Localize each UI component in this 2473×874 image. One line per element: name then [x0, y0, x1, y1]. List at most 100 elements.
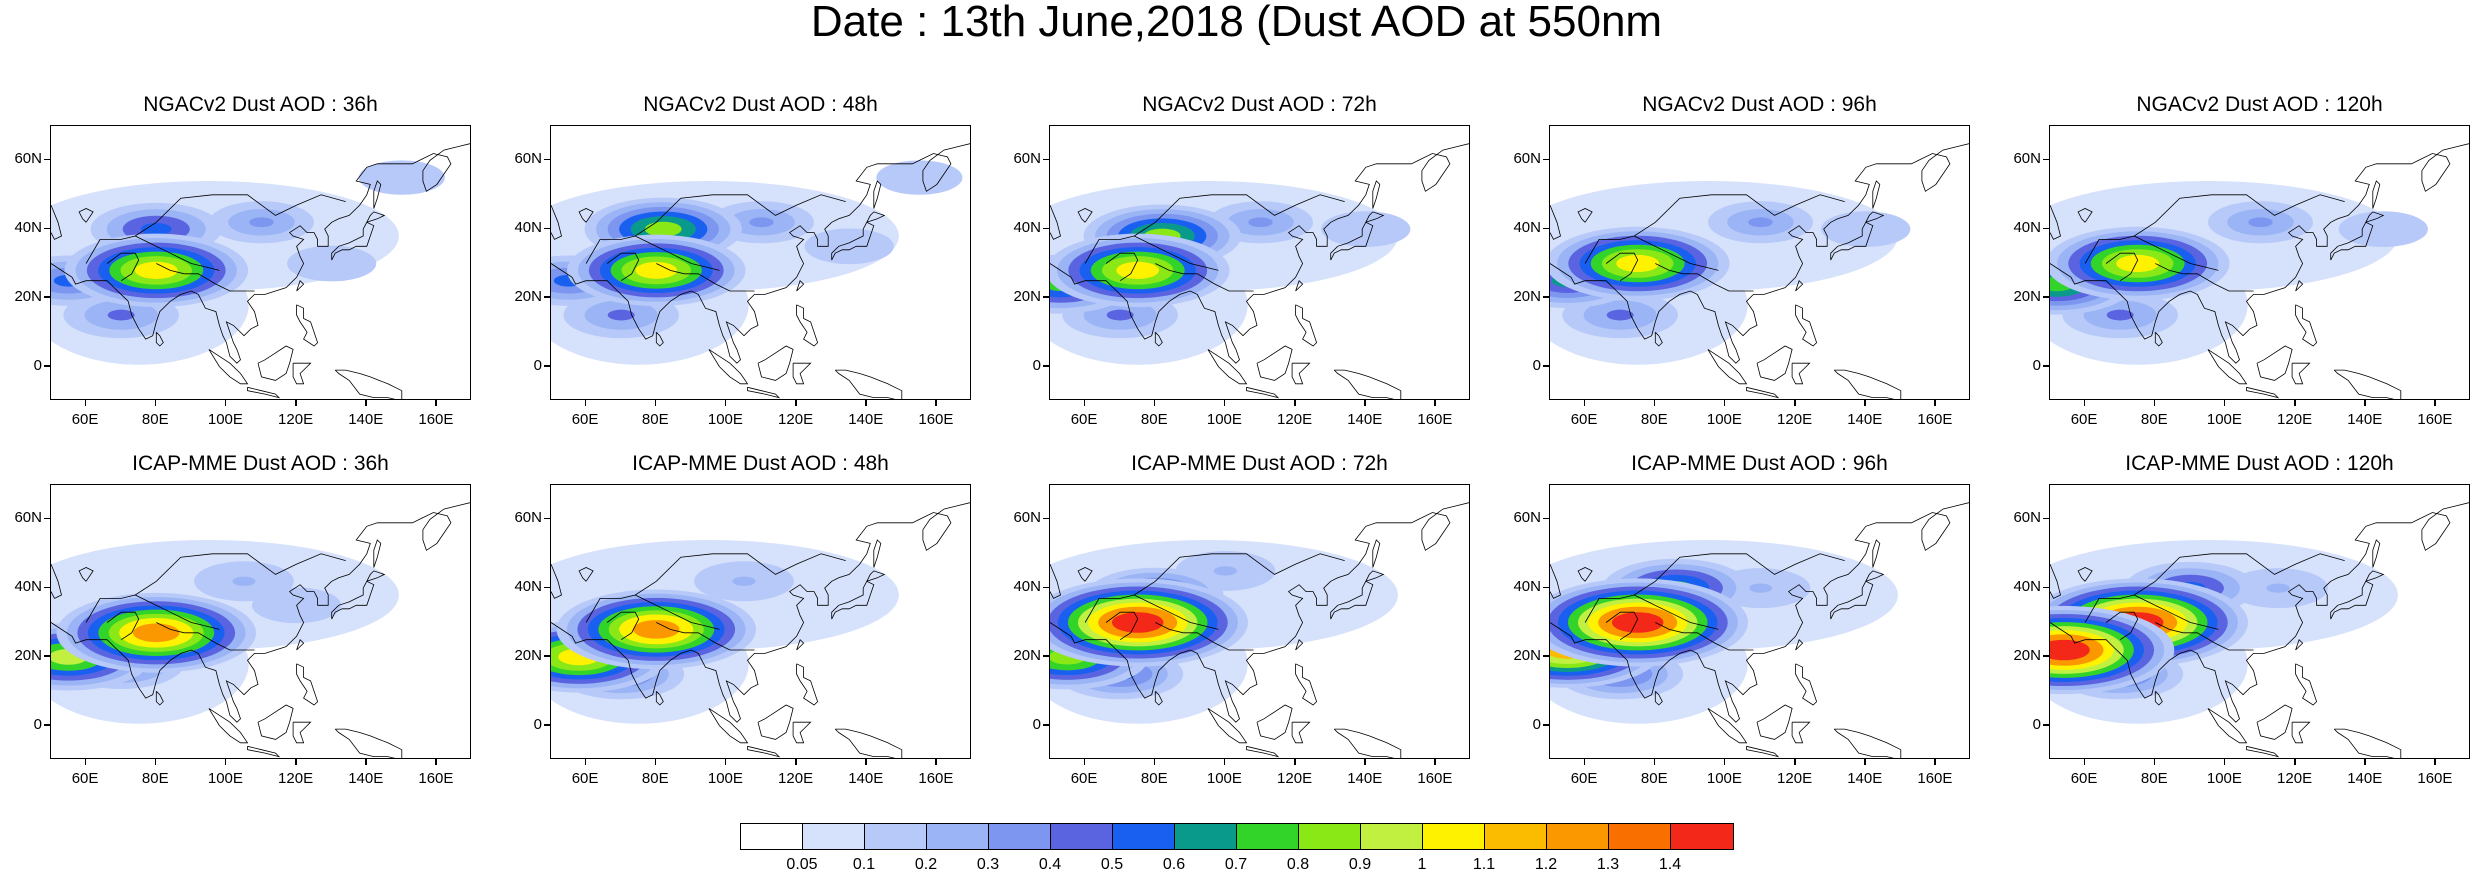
lon-tick-label: 160E	[418, 411, 454, 428]
coastline	[585, 194, 846, 264]
lat-tick-label: 0	[33, 715, 42, 733]
coastline	[257, 345, 294, 381]
lon-tick-label: 100E	[707, 411, 743, 428]
aod-field	[551, 540, 899, 724]
lon-tick-label: 80E	[2140, 770, 2168, 787]
coastline	[292, 362, 312, 385]
aod-plume-core	[909, 173, 930, 182]
coastline	[655, 691, 664, 706]
coastlines	[51, 502, 470, 758]
panel-title: ICAP-MME Dust AOD : 96h	[1631, 452, 1888, 475]
coastline	[51, 204, 62, 240]
coastline	[208, 708, 249, 744]
lon-tick	[2153, 400, 2156, 406]
lon-tick	[1434, 400, 1436, 406]
lon-tick	[1934, 400, 1936, 406]
lon-tick	[1794, 400, 1796, 406]
aod-field	[51, 540, 399, 724]
coastline	[1634, 235, 1719, 271]
coastline	[1050, 502, 1469, 723]
coastline	[2077, 208, 2093, 223]
lon-tick	[224, 400, 227, 406]
lon-tick-label: 60E	[71, 411, 99, 428]
aod-plume-core	[1248, 217, 1273, 228]
coastline	[1577, 567, 1593, 582]
aod-field	[2050, 181, 2428, 365]
coastline	[2333, 728, 2402, 758]
lon-tick-label: 160E	[1917, 770, 1953, 787]
map-panel	[1549, 484, 1970, 759]
colorbar-swatch	[1361, 824, 1423, 849]
coastline	[1830, 221, 1874, 261]
lat-tick	[2043, 227, 2049, 230]
lon-tick-label: 60E	[2070, 411, 2098, 428]
coastline	[585, 553, 846, 623]
lat-tick-label: 20N	[14, 287, 42, 305]
lat-tick	[44, 296, 50, 298]
colorbar-label: 0.3	[976, 856, 1000, 873]
lat-tick	[44, 158, 50, 161]
coastline	[296, 663, 319, 706]
coastline	[296, 638, 305, 651]
lat-tick	[44, 724, 50, 726]
lat-tick-label: 20N	[514, 287, 542, 305]
coastline	[331, 221, 375, 261]
lon-tick	[1083, 400, 1086, 406]
coastline	[2154, 332, 2163, 347]
coastline	[51, 563, 62, 599]
lat-tick	[2043, 586, 2049, 589]
colorbar-swatch	[741, 824, 803, 849]
lon-tick	[1934, 759, 1936, 765]
lon-tick	[1583, 759, 1586, 765]
coastline	[2207, 349, 2248, 385]
lon-tick	[1864, 400, 1866, 406]
coastline	[1791, 362, 1811, 385]
coastline	[1291, 721, 1311, 744]
lon-tick-label: 80E	[1640, 770, 1668, 787]
lon-tick	[2223, 759, 2226, 765]
lon-tick-label: 160E	[1417, 411, 1453, 428]
coastline	[1683, 273, 1754, 292]
lon-tick-label: 120E	[2277, 411, 2313, 428]
coastline	[796, 663, 819, 706]
coastline	[51, 143, 470, 364]
coastlines	[1050, 143, 1469, 399]
aod-field	[1550, 181, 1911, 365]
aod-plume-core	[632, 620, 680, 639]
coastline	[834, 369, 903, 399]
coastline	[373, 539, 382, 568]
lon-tick-label: 60E	[571, 411, 599, 428]
colorbar-label: 1.3	[1596, 856, 1620, 873]
lon-tick-label: 100E	[2206, 411, 2242, 428]
lon-tick-label: 140E	[348, 411, 384, 428]
lat-tick	[544, 655, 550, 657]
aod-plume-core	[249, 217, 274, 228]
coastlines	[551, 143, 970, 399]
aod-plume-core	[644, 221, 682, 237]
coastline	[1654, 332, 1663, 347]
lat-tick	[2043, 724, 2049, 726]
coastline	[247, 745, 281, 758]
colorbar-label: 0.7	[1224, 856, 1248, 873]
aod-plume-core	[2266, 583, 2290, 593]
lon-tick-label: 80E	[641, 770, 669, 787]
lat-tick-label: 60N	[1013, 509, 1041, 527]
coastline	[85, 194, 346, 264]
coastline	[1791, 721, 1811, 744]
dust-aod-map	[1550, 143, 1969, 399]
coastline	[1872, 539, 1881, 568]
coastline	[78, 567, 94, 582]
coastline	[747, 745, 781, 758]
lon-tick-label: 120E	[1277, 770, 1313, 787]
coastline	[747, 386, 781, 399]
lat-tick-label: 40N	[514, 219, 542, 237]
lat-tick	[44, 365, 50, 367]
coastline	[1183, 273, 1254, 292]
aod-plume-core	[1611, 612, 1664, 633]
lon-tick	[935, 400, 937, 406]
lon-tick	[154, 400, 157, 406]
colorbar-label: 0.9	[1348, 856, 1372, 873]
coastline	[1865, 211, 1885, 223]
lat-tick	[44, 227, 50, 230]
lon-tick-label: 60E	[2070, 770, 2098, 787]
